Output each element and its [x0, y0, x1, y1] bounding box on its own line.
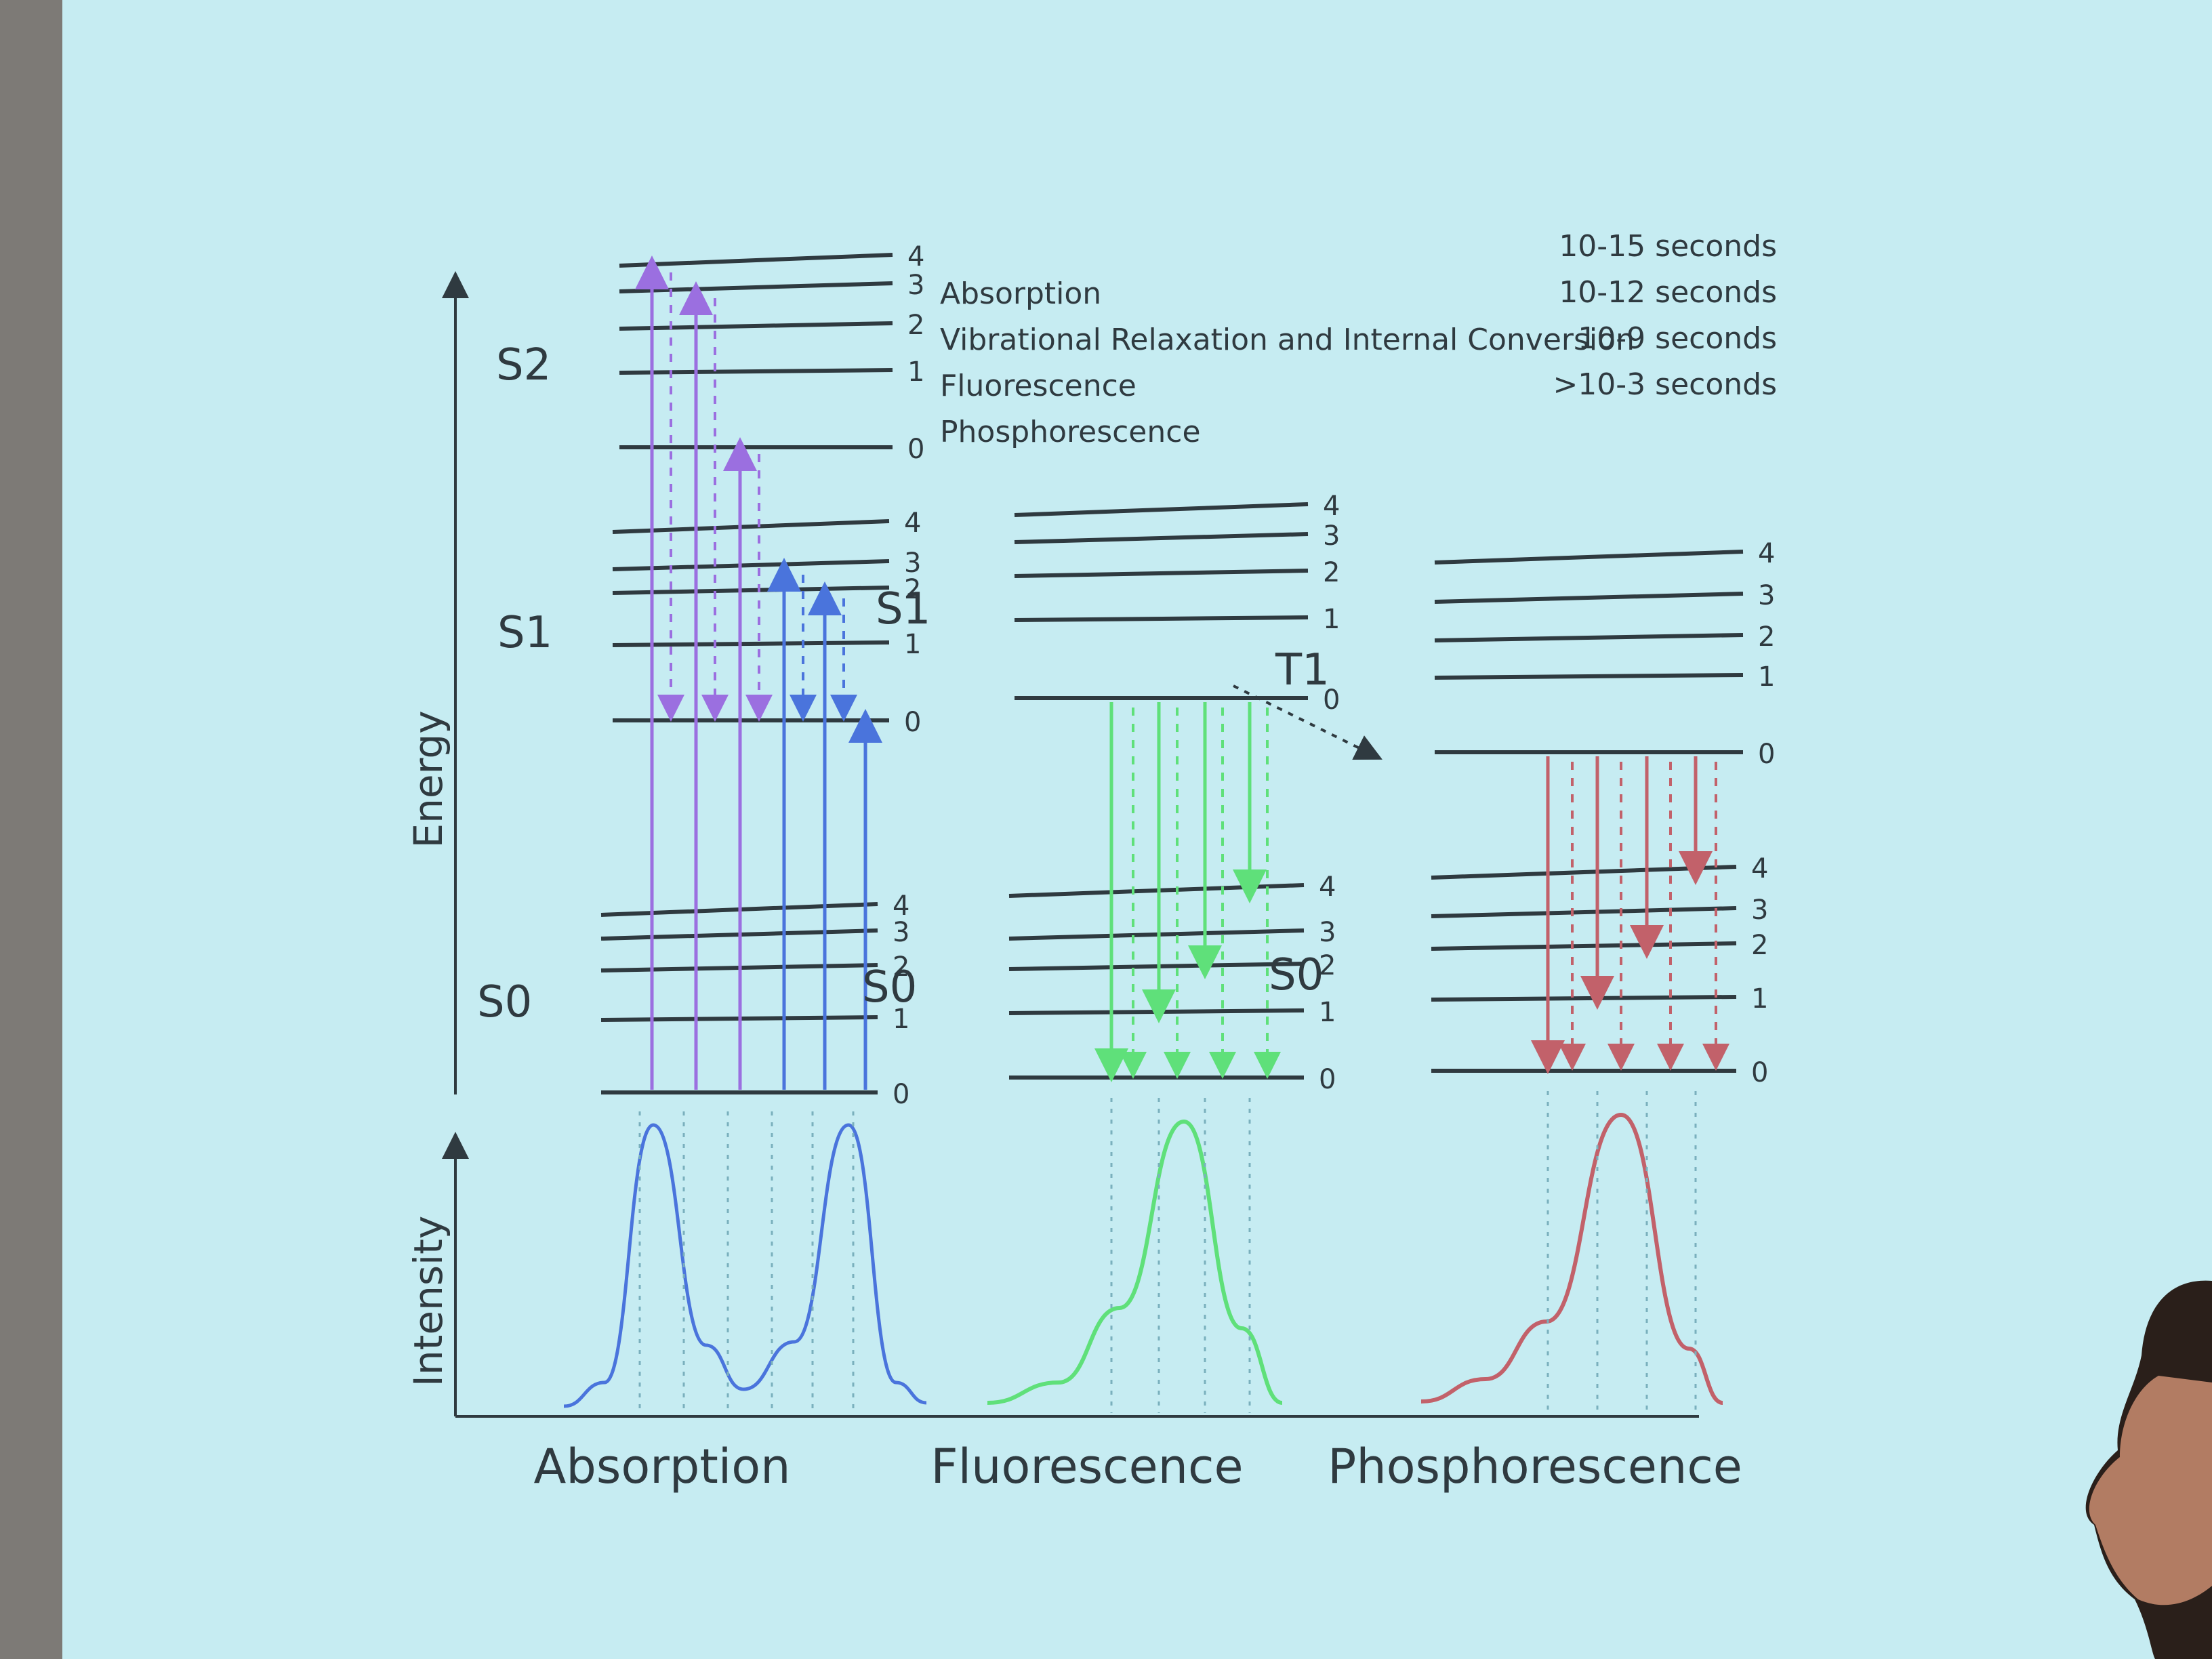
vib-number-s0-phosphorescence-3: 3 [1751, 895, 1768, 926]
level-s1-absorption-1 [612, 640, 890, 647]
level-t1-phosphorescence-4 [1434, 550, 1744, 565]
fluorescence-spectrum [987, 1119, 1283, 1405]
legend-process-absorption: Absorption [940, 276, 1101, 311]
vib-number-s1-fluorescence-4: 4 [1323, 491, 1340, 522]
level-t1-phosphorescence-1 [1434, 673, 1744, 680]
level-s0-phosphorescence-4 [1431, 865, 1737, 880]
vib-number-s0-fluorescence-0: 0 [1319, 1064, 1336, 1095]
spectra [563, 1091, 1723, 1413]
vib-number-t1-phosphorescence-3: 3 [1758, 580, 1775, 611]
vib-number-s1-absorption-3: 3 [904, 548, 921, 579]
absorption-spectrum [563, 1123, 927, 1408]
legend-time-absorption: 10-15 seconds [1559, 229, 1777, 264]
state-label-s2: S2 [496, 340, 551, 390]
level-s0-fluorescence-4 [1008, 883, 1305, 898]
panel-title-phosphorescence: Phosphorescence [1328, 1439, 1742, 1494]
vib-number-t1-phosphorescence-2: 2 [1758, 621, 1775, 653]
level-s1-fluorescence-3 [1014, 532, 1309, 544]
level-t1-phosphorescence-3 [1434, 592, 1744, 604]
state-label-s0-absorption: S0 [477, 977, 532, 1027]
vib-number-s0-absorption-2: 2 [893, 951, 909, 983]
legend-process-fluorescence: Fluorescence [940, 369, 1136, 403]
vib-number-s0-phosphorescence-4: 4 [1751, 853, 1768, 884]
vib-number-s0-fluorescence-3: 3 [1319, 917, 1336, 948]
vib-number-s1-fluorescence-3: 3 [1323, 520, 1340, 552]
state-label-t1: T1 [1275, 645, 1330, 695]
state-label-s0-phosphorescence: S0 [1269, 950, 1324, 1000]
vib-number-s1-absorption-1: 1 [904, 629, 921, 660]
level-s2-absorption-4 [619, 253, 893, 268]
level-s1-fluorescence-4 [1014, 502, 1309, 517]
level-s1-absorption-4 [612, 519, 890, 534]
legend-time-fluorescence: 10-9 seconds [1578, 321, 1777, 356]
phosphorescence-spectrum [1420, 1112, 1723, 1405]
vib-number-s1-fluorescence-2: 2 [1323, 557, 1340, 588]
vib-number-s1-absorption-4: 4 [904, 508, 921, 539]
legend-process-phosphorescence: Phosphorescence [940, 415, 1201, 449]
vib-number-s0-phosphorescence-1: 1 [1751, 983, 1768, 1015]
panel-title-fluorescence: Fluorescence [930, 1439, 1243, 1494]
vib-number-s1-absorption-0: 0 [904, 707, 921, 738]
level-s1-absorption-2 [612, 586, 890, 595]
level-s2-absorption-2 [619, 321, 893, 331]
vib-number-s0-phosphorescence-2: 2 [1751, 930, 1768, 961]
vib-number-s0-fluorescence-1: 1 [1319, 997, 1336, 1028]
vib-number-s2-absorption-2: 2 [907, 310, 924, 341]
vib-number-s0-absorption-0: 0 [893, 1079, 909, 1110]
vib-number-s1-fluorescence-0: 0 [1323, 684, 1340, 716]
vib-number-s1-fluorescence-1: 1 [1323, 604, 1340, 635]
level-s0-fluorescence-2 [1008, 962, 1305, 971]
level-s0-phosphorescence-2 [1431, 941, 1737, 951]
level-s0-fluorescence-1 [1008, 1008, 1305, 1015]
state-label-s1: S1 [497, 608, 552, 658]
level-s1-absorption-3 [612, 559, 890, 571]
vib-number-s2-absorption-4: 4 [907, 241, 924, 272]
energy-axis-label: Energy [405, 710, 451, 848]
vib-number-s0-fluorescence-2: 2 [1319, 950, 1336, 981]
vib-number-s2-absorption-3: 3 [907, 270, 924, 301]
state-label-s0-fluorescence: S0 [862, 962, 917, 1012]
level-s2-absorption-3 [619, 281, 893, 293]
state-label-s1-fluorescence: S1 [876, 584, 930, 634]
legend-time-phosphorescence: >10-3 seconds [1553, 367, 1777, 402]
level-t1-phosphorescence-2 [1434, 633, 1744, 642]
vib-number-t1-phosphorescence-1: 1 [1758, 661, 1775, 693]
intensity-axis-label: Intensity [405, 1216, 451, 1387]
level-s1-fluorescence-1 [1014, 615, 1309, 622]
vib-number-s2-absorption-0: 0 [907, 434, 924, 465]
level-s1-fluorescence-2 [1014, 569, 1309, 578]
level-s0-phosphorescence-3 [1431, 906, 1737, 918]
level-s2-absorption-1 [619, 368, 893, 375]
vib-number-s0-absorption-1: 1 [893, 1004, 909, 1035]
vib-number-s0-fluorescence-4: 4 [1319, 872, 1336, 903]
intersystem-crossing-arrow [1233, 684, 1382, 760]
legend: Absorption Vibrational Relaxation and In… [940, 229, 1777, 449]
legend-process-relaxation: Vibrational Relaxation and Internal Conv… [940, 323, 1635, 357]
vib-number-s2-absorption-1: 1 [907, 356, 924, 388]
vib-number-s0-absorption-4: 4 [893, 890, 909, 922]
vib-number-s0-absorption-3: 3 [893, 917, 909, 948]
vib-number-t1-phosphorescence-4: 4 [1758, 538, 1775, 569]
projection-screen: Energy Intensity Absorption Vibrational … [62, 0, 2212, 1659]
legend-time-relaxation: 10-12 seconds [1559, 275, 1777, 310]
panel-title-absorption: Absorption [534, 1439, 791, 1494]
jablonski-diagram: Energy Intensity Absorption Vibrational … [405, 229, 1777, 1494]
level-s0-fluorescence-3 [1008, 928, 1305, 941]
vib-number-t1-phosphorescence-0: 0 [1758, 739, 1775, 770]
vib-number-s0-phosphorescence-0: 0 [1751, 1057, 1768, 1088]
vib-number-s1-absorption-2: 2 [904, 574, 921, 605]
level-s0-phosphorescence-1 [1431, 995, 1737, 1002]
transition-arrows [635, 255, 1729, 1090]
